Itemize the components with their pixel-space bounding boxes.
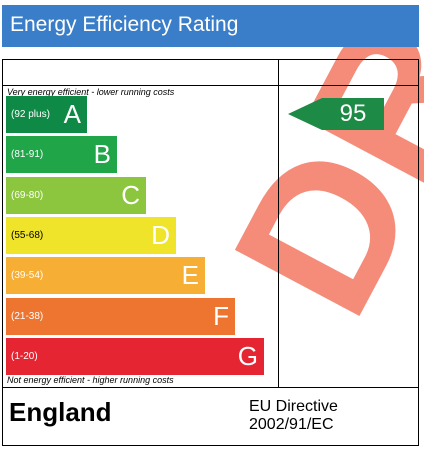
country-name: England [9, 397, 112, 427]
current-rating-arrow [288, 98, 384, 130]
band-range-label: (1-20) [11, 351, 38, 362]
eu-directive: EU Directive 2002/91/EC [249, 398, 338, 434]
band-e: (39-54) E [6, 257, 205, 294]
band-range-label: (55-68) [11, 230, 44, 241]
band-range-label: (92 plus) [11, 109, 50, 120]
current-rating-arrow-shape [288, 98, 384, 130]
band-d: (55-68) D [6, 217, 176, 254]
directive-line-2: 2002/91/EC [249, 416, 334, 433]
band-g: (1-20) G [6, 338, 264, 375]
caption-top: Very energy efficient - lower running co… [7, 87, 175, 97]
band-range-label: (81-91) [11, 149, 44, 160]
caption-bottom: Not energy efficient - higher running co… [7, 375, 174, 385]
header-divider [2, 85, 419, 86]
band-a: (92 plus) A [6, 96, 87, 133]
footer-divider [2, 387, 419, 388]
band-letter: G [237, 341, 258, 371]
band-b: (81-91) B [6, 136, 117, 173]
directive-line-1: EU Directive [249, 398, 338, 415]
band-letter: D [151, 220, 170, 250]
band-range-label: (69-80) [11, 190, 44, 201]
band-range-label: (39-54) [11, 270, 44, 281]
band-letter: F [213, 301, 229, 331]
band-letter: B [93, 139, 111, 169]
band-f: (21-38) F [6, 298, 235, 335]
band-c: (69-80) C [6, 177, 146, 214]
column-divider [278, 59, 279, 387]
chart-title: Energy Efficiency Rating [2, 5, 419, 47]
rating-frame [2, 59, 419, 446]
band-letter: A [63, 99, 81, 129]
band-letter: C [121, 180, 140, 210]
current-rating-value: 95 [339, 100, 367, 127]
band-range-label: (21-38) [11, 311, 44, 322]
band-letter: E [181, 260, 199, 290]
